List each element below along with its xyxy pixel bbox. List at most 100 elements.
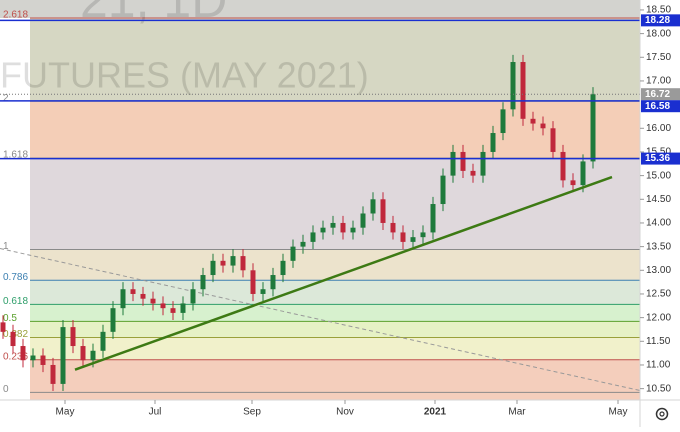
candle-body: [570, 180, 576, 186]
trendline: [74, 175, 613, 371]
candle-body: [80, 346, 86, 361]
fib-level-label: 1.618: [3, 150, 28, 161]
candle-body: [510, 62, 516, 110]
fib-band: [30, 158, 640, 250]
y-tick-label: 11.50: [646, 336, 671, 347]
fib-level-label: 1: [3, 241, 9, 252]
candle-body: [150, 298, 156, 304]
y-tick-label: 16.00: [646, 123, 671, 134]
y-tick-label: 18.50: [646, 5, 671, 16]
gear[interactable]: [655, 407, 669, 421]
candle-body: [380, 199, 386, 223]
candle-body: [400, 232, 406, 242]
y-tick-label: 15.50: [646, 147, 671, 158]
candle-body: [430, 204, 436, 233]
candle-body: [120, 289, 126, 309]
candle-body: [250, 270, 256, 294]
y-tick-label: 13.50: [646, 241, 671, 252]
gear-center[interactable]: [659, 411, 665, 417]
price-axis: [640, 0, 680, 400]
candle-body: [360, 213, 366, 228]
fib-level-label: 0: [3, 384, 9, 395]
candle-body: [310, 232, 316, 242]
y-tick-label: 14.00: [646, 218, 671, 229]
fib-level-label: 0.5: [3, 313, 17, 324]
candle-body: [410, 237, 416, 242]
candle-body: [240, 256, 246, 271]
candle-body: [20, 346, 26, 361]
candle-body: [290, 246, 296, 261]
x-tick-label: Sep: [243, 407, 261, 418]
candle-body: [520, 62, 526, 119]
price-label-box: [641, 88, 680, 101]
candle-body: [500, 109, 506, 134]
y-tick-label: 10.50: [646, 383, 671, 394]
fib-band: [30, 17, 640, 102]
price-label: 16.58: [645, 101, 670, 112]
candle-body: [110, 308, 116, 332]
fib-level-label: 0.236: [3, 351, 28, 362]
fib-level-label: 0.786: [3, 272, 28, 283]
candle-body: [320, 227, 326, 233]
price-label-box: [641, 14, 680, 27]
y-tick-label: 15.00: [646, 170, 671, 181]
watermark: FUTURES (MAY 2021): [0, 55, 369, 96]
x-tick-label: 2021: [424, 407, 447, 418]
dashed-trendline: [0, 248, 640, 392]
candle-body: [340, 222, 346, 233]
y-tick-label: 12.00: [646, 312, 671, 323]
fib-band: [30, 321, 640, 338]
fib-band: [30, 359, 640, 393]
y-tick-label: 12.50: [646, 289, 671, 300]
candle-body: [280, 260, 286, 276]
candle-body: [580, 161, 586, 186]
candle-body: [440, 175, 446, 205]
candle-body: [390, 222, 396, 233]
candle-body: [70, 327, 76, 347]
price-label-box: [641, 152, 680, 165]
candle-body: [200, 275, 206, 290]
candle-body: [10, 331, 16, 347]
price-label-box: [641, 100, 680, 113]
candle-body: [90, 350, 96, 361]
fib-band: [30, 101, 640, 159]
candle-body: [490, 133, 496, 152]
y-tick-label: 17.00: [646, 76, 671, 87]
candle-body: [370, 199, 376, 214]
fib-level-label: 0.382: [3, 329, 28, 340]
candle-body: [0, 322, 6, 332]
candle-body: [420, 232, 426, 238]
candle-body: [270, 275, 276, 290]
candle-body: [40, 355, 46, 365]
candle-body: [30, 355, 36, 361]
candle-body: [470, 170, 476, 176]
x-tick-label: Nov: [336, 407, 354, 418]
settings-icon[interactable]: [655, 407, 669, 421]
candle-body: [530, 118, 536, 124]
candle-body: [460, 151, 466, 171]
candle-body: [180, 303, 186, 313]
candle-body: [130, 289, 136, 294]
candle-body: [450, 151, 456, 176]
price-label: 16.72: [645, 89, 670, 100]
candle-body: [300, 241, 306, 247]
fib-band: [30, 392, 640, 400]
candle-body: [210, 260, 216, 276]
watermark-top: 21, 1D: [80, 0, 227, 28]
candle-body: [160, 303, 166, 309]
candle-body: [170, 308, 176, 313]
time-axis: [0, 400, 680, 427]
fib-level-label: 0.618: [3, 296, 28, 307]
candle-body: [550, 128, 556, 152]
x-tick-label: May: [609, 407, 628, 418]
x-tick-label: May: [56, 407, 75, 418]
candle-body: [60, 327, 66, 384]
y-tick-label: 13.00: [646, 265, 671, 276]
candle-body: [540, 123, 546, 129]
candle-body: [220, 260, 226, 266]
fib-band: [30, 337, 640, 360]
candle-body: [350, 227, 356, 233]
candle-body: [590, 94, 596, 162]
candle-body: [140, 293, 146, 299]
